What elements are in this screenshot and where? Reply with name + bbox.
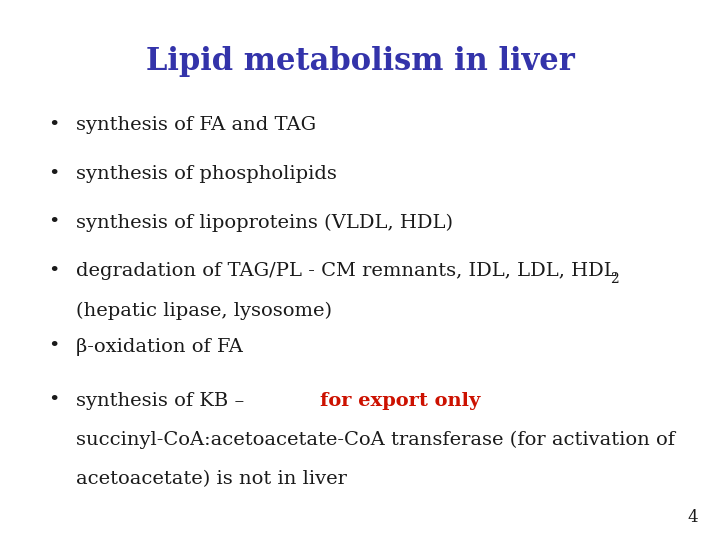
Text: synthesis of lipoproteins (VLDL, HDL): synthesis of lipoproteins (VLDL, HDL) xyxy=(76,213,453,232)
Text: succinyl-CoA:acetoacetate-CoA transferase (for activation of: succinyl-CoA:acetoacetate-CoA transferas… xyxy=(76,431,675,449)
Text: acetoacetate) is not in liver: acetoacetate) is not in liver xyxy=(76,470,346,488)
Text: •: • xyxy=(48,213,60,231)
Text: (hepatic lipase, lysosome): (hepatic lipase, lysosome) xyxy=(76,301,332,320)
Text: β-oxidation of FA: β-oxidation of FA xyxy=(76,338,243,355)
Text: degradation of TAG/PL - CM remnants, IDL, LDL, HDL: degradation of TAG/PL - CM remnants, IDL… xyxy=(76,262,616,280)
Text: •: • xyxy=(48,165,60,183)
Text: Lipid metabolism in liver: Lipid metabolism in liver xyxy=(145,46,575,77)
Text: •: • xyxy=(48,116,60,134)
Text: synthesis of KB –: synthesis of KB – xyxy=(76,392,250,409)
Text: 2: 2 xyxy=(610,272,618,286)
Text: synthesis of phospholipids: synthesis of phospholipids xyxy=(76,165,336,183)
Text: •: • xyxy=(48,392,60,409)
Text: 4: 4 xyxy=(688,510,698,526)
Text: synthesis of FA and TAG: synthesis of FA and TAG xyxy=(76,116,316,134)
Text: •: • xyxy=(48,262,60,280)
Text: for export only: for export only xyxy=(320,392,481,409)
Text: •: • xyxy=(48,338,60,355)
